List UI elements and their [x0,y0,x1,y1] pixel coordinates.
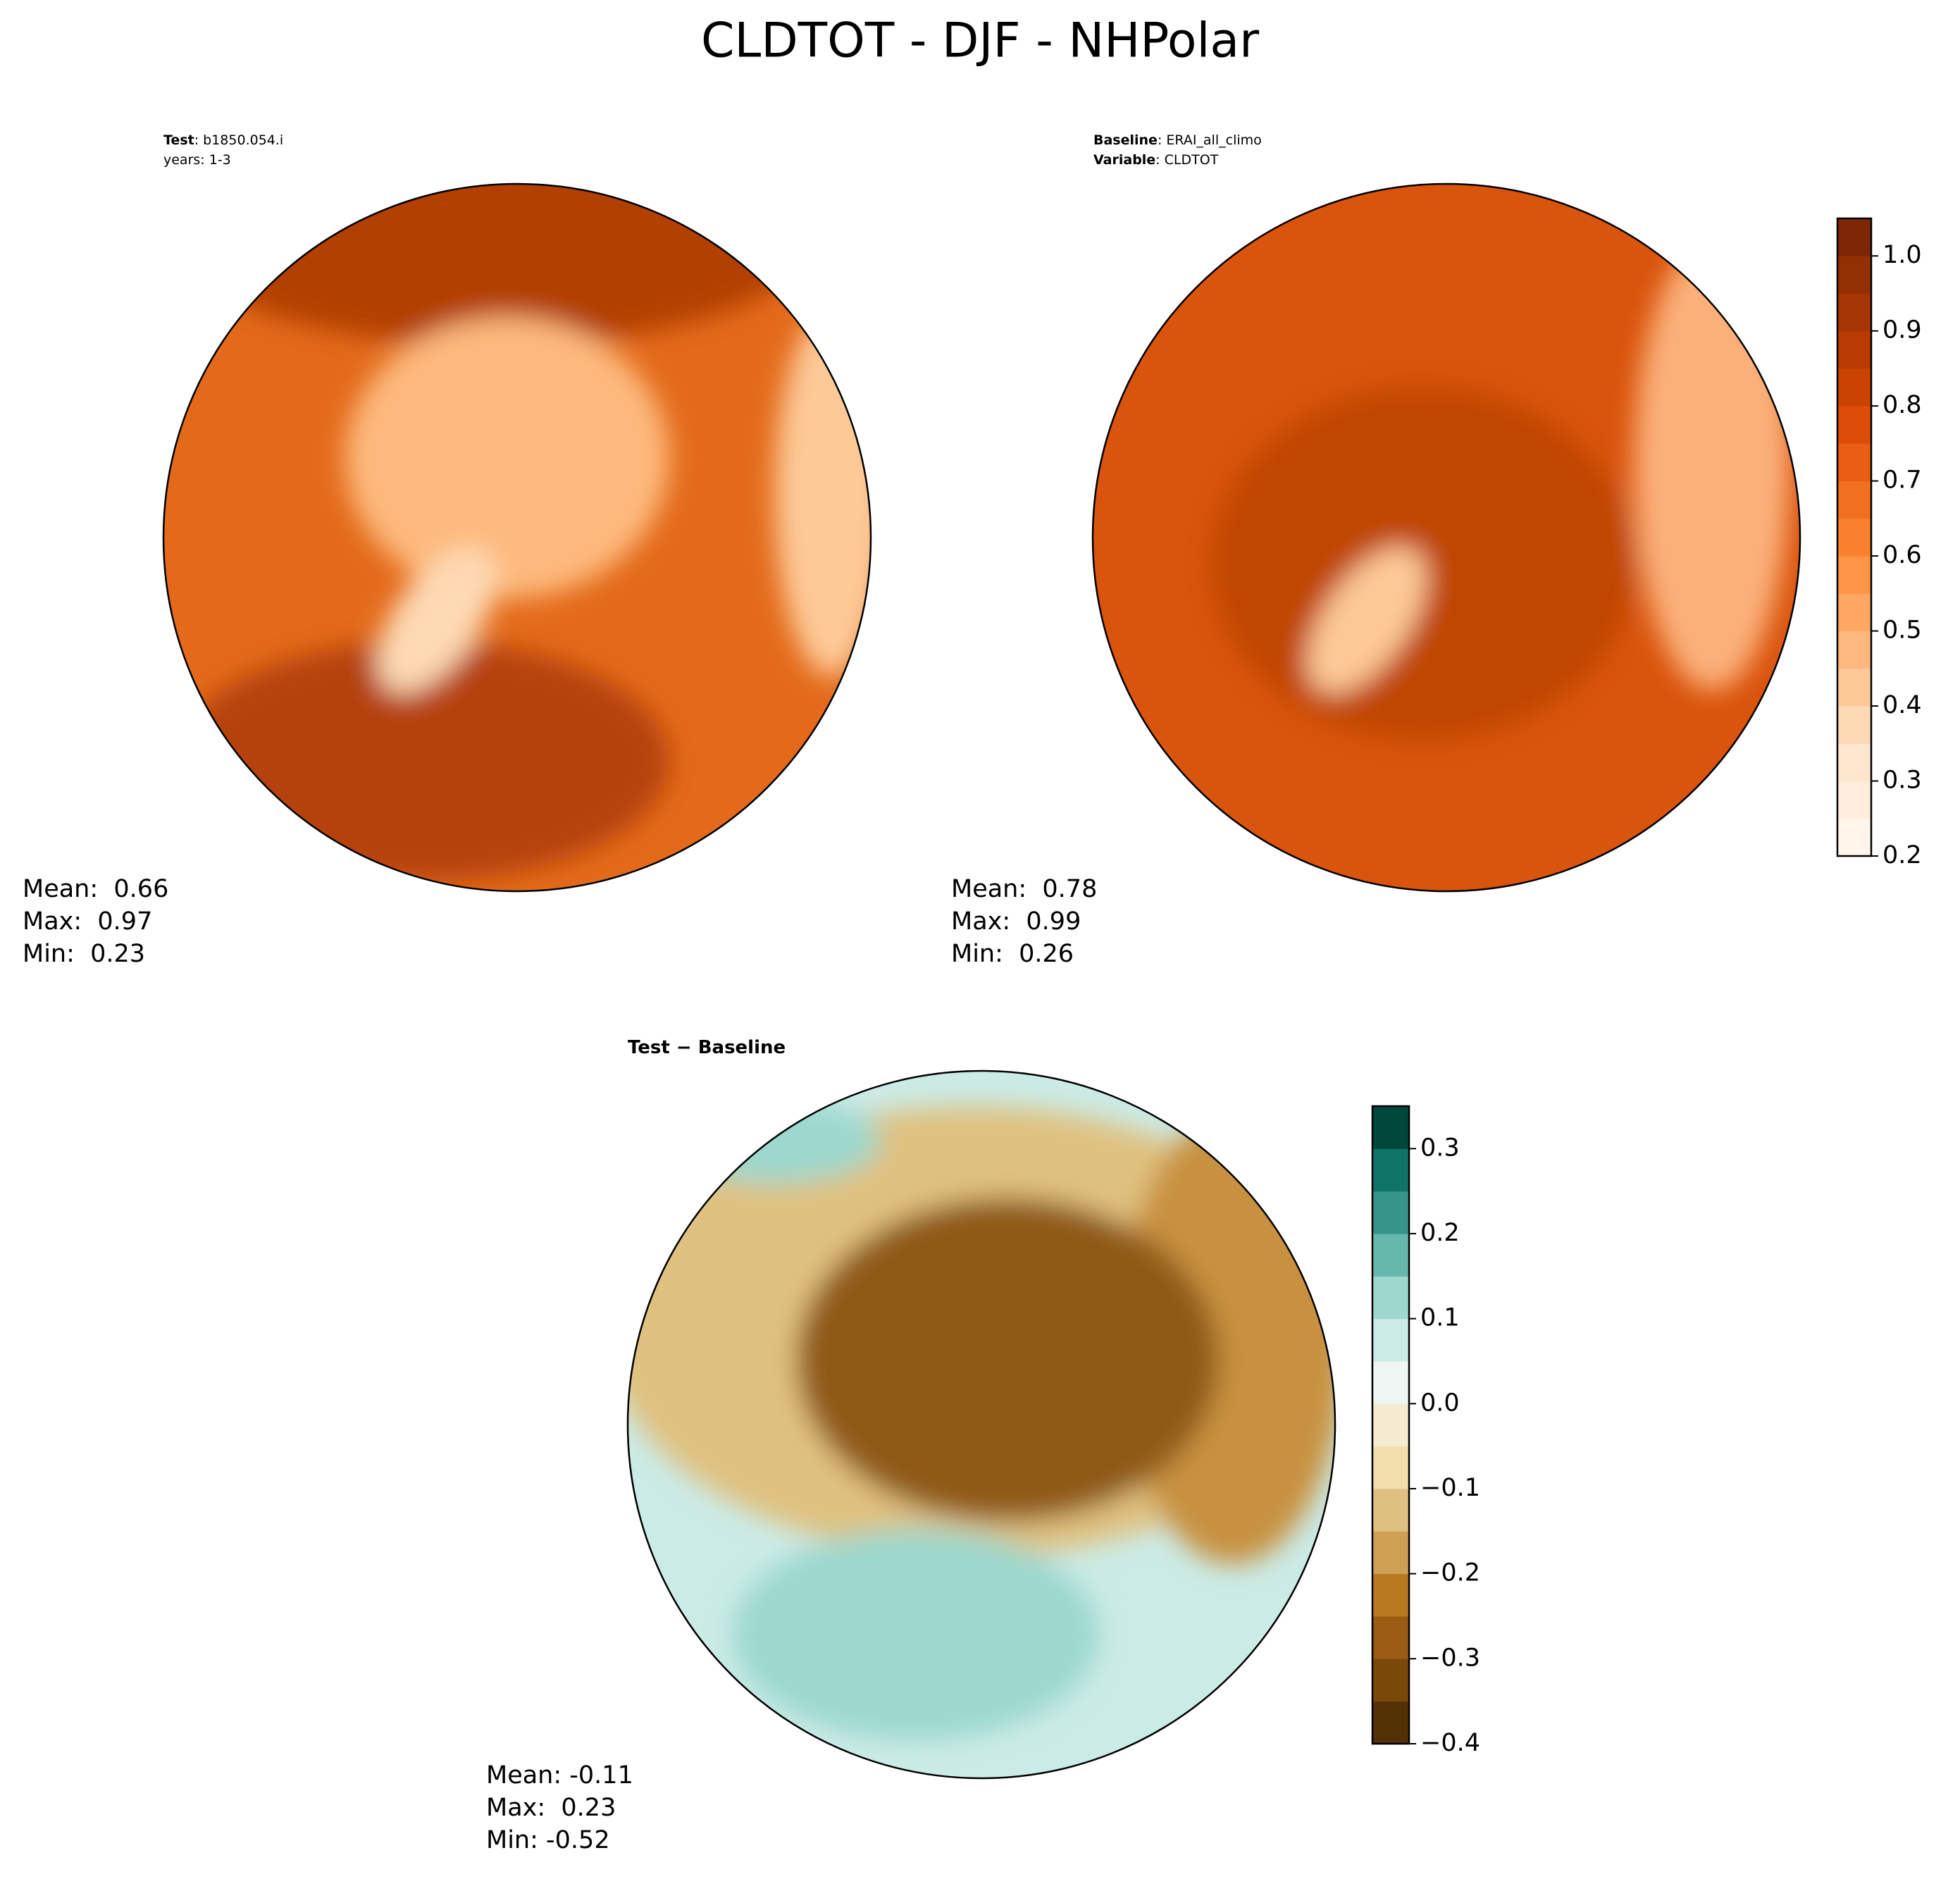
colorbar-band [1372,1403,1409,1447]
colorbar-band [1837,818,1871,857]
panel-label: Test: b1850.054.i [163,132,283,148]
colorbar-tick-label: 0.9 [1883,316,1922,345]
label-key: Test [163,132,194,148]
colorbar-tick-label: 0.0 [1420,1389,1460,1417]
colorbar-band [1372,1276,1409,1320]
label-text: : CLDTOT [1155,152,1218,168]
colorbar-band [1372,1148,1409,1192]
label-text: : b1850.054.i [194,132,283,148]
colorbar-band [1372,1361,1409,1404]
colorbar-tick-label: −0.1 [1420,1474,1480,1502]
panel-label: Variable: CLDTOT [1093,152,1219,168]
colorbar-band [1837,480,1871,519]
colorbar-band [1372,1701,1409,1744]
colorbar-band [1372,1658,1409,1702]
panel-label: Test − Baseline [628,1037,786,1058]
colorbar-band [1837,518,1871,557]
colorbar-band [1837,706,1871,744]
colorbar-tick-label: 1.0 [1883,241,1922,269]
colorbar-band [1837,218,1871,256]
colorbar-tick-label: 0.6 [1883,541,1922,569]
colorbar-band [1837,443,1871,482]
colorbar-tick-label: 0.5 [1883,616,1922,645]
colorbar-tick-label: 0.8 [1883,391,1922,419]
colorbar-band [1372,1616,1409,1659]
colorbar-band [1372,1106,1409,1149]
figure-title: CLDTOT - DJF - NHPolar [701,13,1259,69]
map-border [626,1069,1336,1780]
colorbar-tick-label: 0.3 [1420,1134,1460,1162]
colorbar-frame [1371,1105,1410,1745]
colorbar-tick-label: 0.2 [1420,1219,1460,1247]
map-border [162,182,872,893]
colorbar-band [1837,330,1871,369]
colorbar-band [1837,593,1871,632]
stat-text: Min: -0.52 [486,1826,610,1854]
colorbar-tick-label: 0.4 [1883,691,1922,719]
colorbar-tick-label: 0.1 [1420,1304,1460,1332]
colorbar-band [1372,1489,1409,1532]
label-key: Variable [1093,152,1155,168]
colorbar-band [1837,668,1871,707]
stat-text: Min: 0.23 [23,940,145,968]
map-baseline [1093,184,1800,891]
colorbar-band [1372,1318,1409,1362]
colorbar-band [1837,256,1871,294]
colorbar-tick-label: −0.2 [1420,1559,1480,1587]
colorbar-tick-label: −0.4 [1420,1729,1480,1757]
colorbar-band [1372,1191,1409,1234]
label-key: Baseline [1093,132,1158,148]
colorbar-band [1837,293,1871,332]
colorbar-band [1837,556,1871,594]
colorbar-tick-label: 0.2 [1883,841,1922,869]
stat-text: Max: 0.99 [951,907,1081,936]
colorbar-band [1372,1446,1409,1489]
stat-text: Max: 0.97 [23,907,152,936]
colorbar-tick-label: −0.3 [1420,1644,1480,1672]
colorbar-band [1837,406,1871,444]
colorbar-tick-label: 0.7 [1883,466,1922,495]
panel-label: Baseline: ERAI_all_climo [1093,132,1262,148]
colorbar-band [1837,743,1871,782]
stat-text: Min: 0.26 [951,940,1074,968]
colorbar-band [1837,631,1871,669]
label-text: : ERAI_all_climo [1158,132,1262,148]
label-key: Test − Baseline [628,1037,786,1058]
colorbar-band [1372,1234,1409,1277]
map-border [1091,182,1801,893]
colorbar-band [1837,368,1871,407]
label-text: years: 1-3 [163,152,231,168]
colorbar-frame [1836,217,1873,857]
stat-text: Mean: 0.66 [23,875,168,903]
colorbar-band [1372,1573,1409,1617]
stat-text: Max: 0.23 [486,1794,616,1822]
colorbar-band [1837,781,1871,819]
colorbar-tick-label: 0.3 [1883,767,1922,795]
stat-text: Mean: -0.11 [486,1761,633,1790]
stat-text: Mean: 0.78 [951,875,1097,903]
panel-label: years: 1-3 [163,152,231,168]
colorbar-band [1372,1531,1409,1575]
